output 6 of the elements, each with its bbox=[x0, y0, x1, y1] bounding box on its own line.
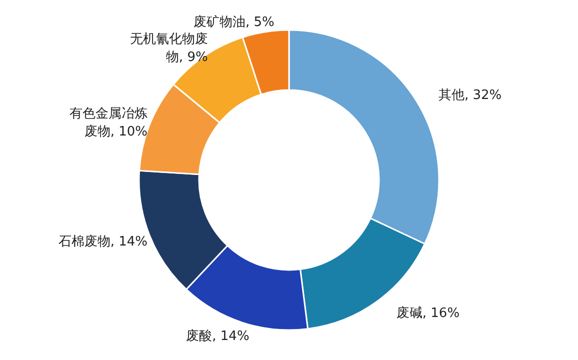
slice-label: 其他, 32% bbox=[438, 88, 502, 104]
slice-label: 有色金属冶炼废物, 10% bbox=[70, 106, 148, 140]
slice-label: 废碱, 16% bbox=[396, 306, 460, 322]
slice-label: 石棉废物, 14% bbox=[58, 234, 148, 250]
slice-label: 废酸, 14% bbox=[186, 329, 250, 344]
slice-label: 废矿物油, 5% bbox=[193, 14, 274, 30]
